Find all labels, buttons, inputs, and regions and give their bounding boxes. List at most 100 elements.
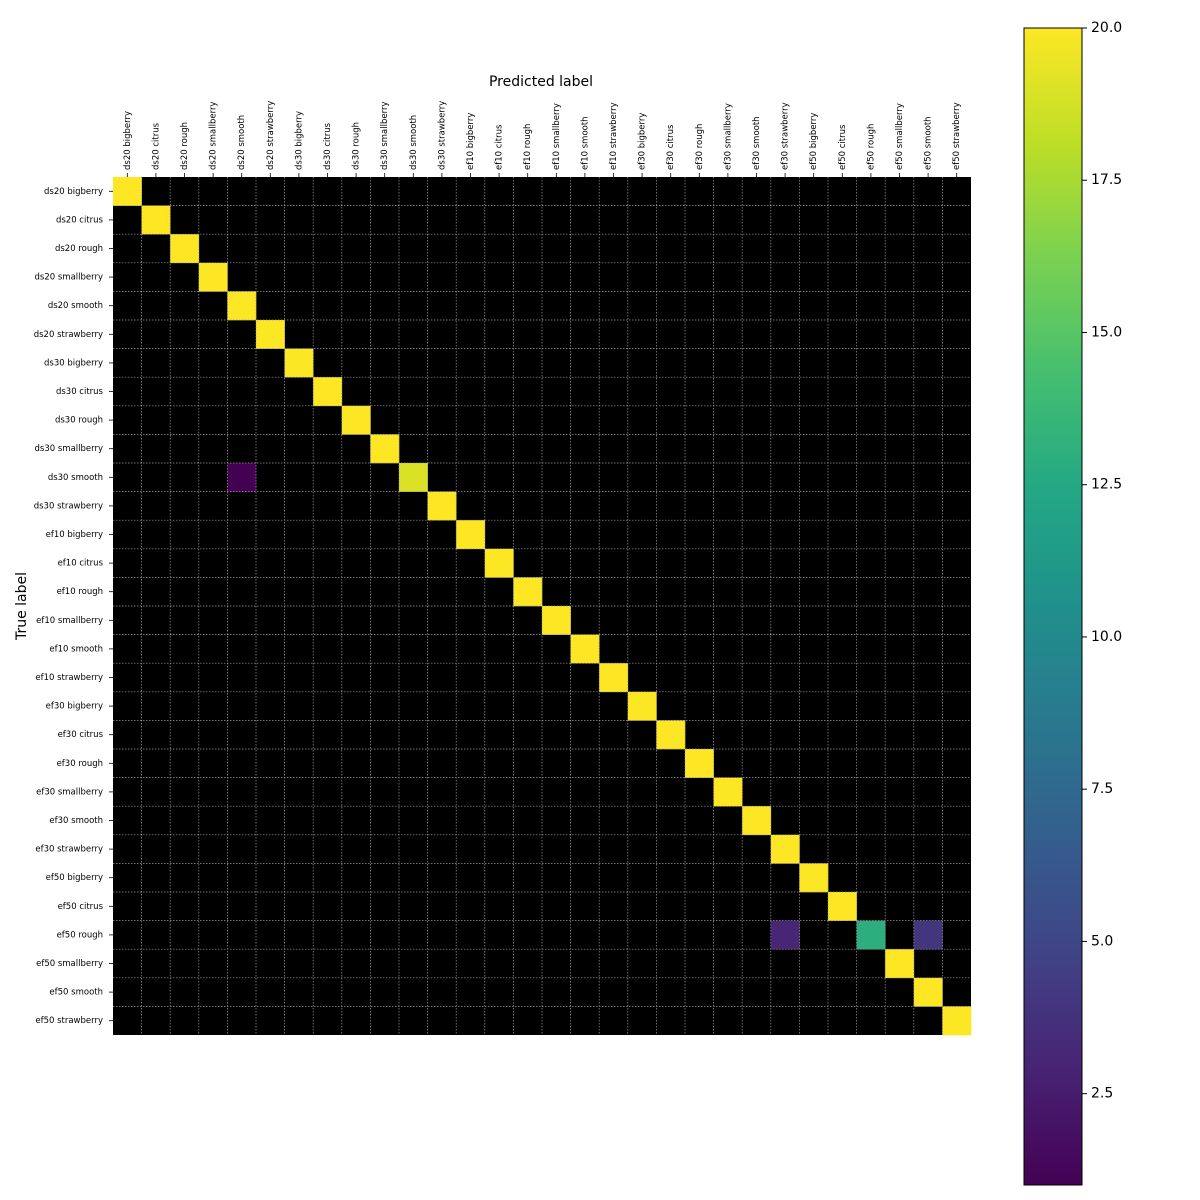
matrix-cell	[456, 520, 486, 550]
matrix-cell	[656, 720, 686, 750]
colorbar: 2.5 5.0 7.5 10.0 12.5 15.0 17.5 20.0	[1023, 20, 1122, 1186]
matrix-cell	[599, 663, 629, 693]
matrix-cell	[770, 834, 800, 864]
y-tick-label: ds30 bigberry	[44, 358, 103, 368]
y-tick-label: ef50 citrus	[58, 902, 104, 912]
x-tick-label: ef30 strawberry	[781, 102, 791, 170]
y-tick-label: ds20 citrus	[56, 215, 104, 225]
grid-layer	[113, 177, 971, 1035]
matrix-cell	[828, 892, 857, 921]
x-tick-label: ds20 citrus	[151, 122, 161, 170]
x-tick-label: ds30 citrus	[323, 122, 333, 170]
x-tick-label: ef30 rough	[695, 124, 705, 170]
y-tick-label: ds20 smooth	[48, 301, 103, 311]
colorbar-tick-label: 2.5	[1091, 1086, 1113, 1102]
matrix-cell	[799, 863, 829, 893]
x-tick-label: ds20 smooth	[237, 115, 247, 170]
y-tick-label: ef30 smallberry	[36, 787, 103, 797]
y-tick-label: ef30 smooth	[49, 816, 103, 826]
x-tick-label: ef50 smallberry	[895, 103, 905, 170]
y-tick-label: ds30 citrus	[56, 387, 104, 397]
matrix-cell	[284, 348, 314, 378]
matrix-cell	[913, 977, 943, 1007]
x-tick-label: ds20 rough	[180, 122, 190, 170]
matrix-cell	[141, 205, 171, 235]
colorbar-gradient	[1023, 27, 1083, 1186]
matrix-cell	[513, 577, 543, 607]
x-tick-label: ef50 citrus	[838, 124, 848, 170]
matrix-cell	[170, 234, 200, 264]
x-tick-label: ef30 smallberry	[723, 103, 733, 170]
y-tick-label: ds20 strawberry	[34, 330, 103, 340]
colorbar-tick-label: 7.5	[1091, 781, 1113, 797]
matrix-cell	[198, 262, 228, 292]
y-tick-label: ds30 rough	[55, 416, 103, 426]
matrix-cell	[685, 749, 714, 778]
y-tick-label: ds20 rough	[55, 244, 103, 254]
matrix-cell	[627, 691, 657, 721]
matrix-cell	[713, 777, 743, 807]
x-tick-label: ef10 smooth	[580, 116, 590, 170]
x-tick-label: ef10 smallberry	[552, 103, 562, 170]
x-tick-label: ds20 bigberry	[123, 111, 133, 170]
y-tick-label: ef30 rough	[57, 759, 103, 769]
x-tick-label: ef30 smooth	[752, 116, 762, 170]
matrix-cell	[570, 634, 600, 664]
x-axis-label: Predicted label	[489, 74, 593, 90]
y-tick-label: ef50 smooth	[49, 988, 103, 998]
x-tick-label: ef30 bigberry	[638, 113, 648, 170]
colorbar-tick-label: 12.5	[1091, 477, 1122, 493]
matrix-cell	[227, 463, 257, 492]
x-tick-label: ds30 rough	[352, 122, 362, 170]
matrix-cell	[770, 920, 800, 950]
matrix-cell	[913, 920, 943, 950]
y-tick-label: ef10 rough	[57, 587, 103, 597]
matrix-cell	[942, 1006, 972, 1036]
colorbar-tick-label: 15.0	[1091, 324, 1122, 340]
x-tick-label: ef10 citrus	[495, 124, 505, 170]
x-tick-label: ds30 strawberry	[437, 101, 447, 170]
x-tick-label: ef50 bigberry	[809, 113, 819, 170]
matrix-cell	[542, 606, 571, 635]
x-tick-label: ds30 bigberry	[294, 111, 304, 170]
matrix-cell	[742, 806, 772, 836]
y-tick-label: ef50 rough	[57, 930, 103, 940]
y-tick-label: ds30 smallberry	[35, 444, 103, 454]
matrix-cell	[399, 463, 428, 492]
y-axis-label: True label	[14, 572, 30, 641]
y-tick-label: ds20 smallberry	[35, 273, 103, 283]
y-tick-label: ef10 strawberry	[35, 673, 103, 683]
y-tick-label: ds20 bigberry	[44, 187, 103, 197]
colorbar-tick-label: 10.0	[1091, 629, 1122, 645]
y-tick-label: ef50 strawberry	[35, 1016, 103, 1026]
y-tick-label: ef30 bigberry	[46, 702, 103, 712]
y-tick-label: ef50 bigberry	[46, 873, 103, 883]
matrix-cell	[856, 920, 886, 950]
x-tick-label: ef10 rough	[523, 124, 533, 170]
matrix-cell	[427, 491, 457, 521]
tick-labels-layer: ds20 bigberry ds20 bigberry ds20 citrus ds2…	[34, 101, 962, 1026]
x-tick-label: ef50 smooth	[924, 116, 934, 170]
y-tick-label: ef10 smooth	[49, 644, 103, 654]
matrix-cell	[885, 949, 915, 979]
y-tick-label: ef10 citrus	[58, 559, 104, 569]
x-tick-label: ef50 rough	[866, 124, 876, 170]
x-tick-label: ef30 citrus	[666, 124, 676, 170]
colorbar-tick-label: 20.0	[1091, 20, 1122, 36]
x-tick-label: ef50 strawberry	[952, 102, 962, 170]
matrix-cell	[227, 291, 257, 321]
matrix-cell	[370, 434, 400, 464]
x-tick-label: ef10 bigberry	[466, 113, 476, 170]
x-tick-label: ef10 strawberry	[609, 102, 619, 170]
y-tick-label: ef30 citrus	[58, 730, 104, 740]
matrix-cell	[256, 320, 285, 349]
colorbar-tick-label: 5.0	[1091, 933, 1113, 949]
colorbar-tick-label: 17.5	[1091, 172, 1122, 188]
x-tick-label: ds20 strawberry	[266, 101, 276, 170]
y-tick-label: ds30 smooth	[48, 473, 103, 483]
matrix-cell	[113, 177, 142, 206]
x-tick-label: ds30 smooth	[409, 115, 419, 170]
y-tick-label: ds30 strawberry	[34, 501, 103, 511]
y-tick-label: ef30 strawberry	[35, 845, 103, 855]
